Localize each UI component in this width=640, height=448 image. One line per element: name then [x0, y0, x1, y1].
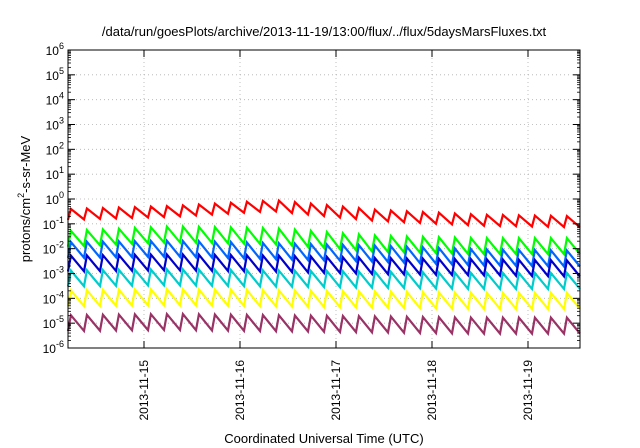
- y-tick-label: 101: [46, 165, 64, 182]
- y-axis-label-superscript: 2: [16, 193, 26, 198]
- series-line-4: [66, 251, 581, 279]
- y-tick-exponent: 1: [59, 165, 64, 175]
- y-tick-label: 10-2: [43, 240, 64, 257]
- y-tick-exponent: -4: [56, 289, 64, 299]
- y-tick-base: 10: [43, 317, 57, 331]
- x-axis-ticks: 2013-11-15 2013-11-16 2013-11-17 2013-11-18…: [137, 50, 535, 421]
- y-tick-base: 10: [46, 94, 60, 108]
- y-tick-exponent: 0: [59, 190, 64, 200]
- y-tick-base: 10: [43, 342, 57, 356]
- y-tick-base: 10: [43, 292, 57, 306]
- y-tick-label: 10-4: [43, 289, 64, 306]
- y-tick-base: 10: [46, 143, 60, 157]
- y-tick-base: 10: [46, 168, 60, 182]
- y-tick-exponent: 5: [59, 66, 64, 76]
- y-axis-label-units: -s-sr-MeV: [18, 135, 33, 192]
- y-tick-label: 10-3: [43, 265, 64, 282]
- y-axis-label: protons/cm2-s-sr-MeV: [16, 135, 33, 262]
- y-tick-base: 10: [46, 44, 60, 58]
- x-tick-label: 2013-11-16: [233, 360, 247, 421]
- y-tick-label: 100: [46, 190, 64, 207]
- y-tick-label: 102: [46, 140, 64, 157]
- y-tick-base: 10: [43, 218, 57, 232]
- y-tick-label: 104: [46, 91, 64, 108]
- series-lines: [66, 198, 581, 337]
- y-axis-label-base: protons/cm: [18, 198, 33, 262]
- x-tick-label: 2013-11-17: [329, 360, 343, 421]
- y-axis-ticks: 10-610-510-410-310-210-11001011021031041…: [43, 41, 580, 356]
- y-tick-exponent: 3: [59, 116, 64, 126]
- y-tick-label: 106: [46, 41, 64, 58]
- x-tick-label: 2013-11-15: [137, 360, 151, 421]
- series-line-3: [66, 238, 581, 269]
- y-tick-base: 10: [46, 119, 60, 133]
- series-line-7: [66, 311, 581, 337]
- y-tick-base: 10: [46, 193, 60, 207]
- y-tick-exponent: -1: [56, 215, 64, 225]
- x-tick-label: 2013-11-19: [521, 360, 535, 421]
- y-tick-exponent: -6: [56, 339, 64, 349]
- y-tick-base: 10: [43, 268, 57, 282]
- series-line-2: [66, 223, 581, 257]
- y-tick-exponent: -2: [56, 240, 64, 250]
- series-line-5: [66, 266, 581, 292]
- chart-title: /data/run/goesPlots/archive/2013-11-19/1…: [102, 24, 547, 39]
- x-axis-label: Coordinated Universal Time (UTC): [224, 431, 423, 446]
- series-line-1: [66, 198, 581, 229]
- y-tick-exponent: -5: [56, 314, 64, 324]
- y-tick-base: 10: [43, 243, 57, 257]
- y-tick-label: 10-5: [43, 314, 64, 331]
- y-tick-label: 105: [46, 66, 64, 83]
- y-tick-base: 10: [46, 69, 60, 83]
- x-tick-label: 2013-11-18: [425, 360, 439, 421]
- y-tick-label: 103: [46, 116, 64, 133]
- y-tick-label: 10-1: [43, 215, 64, 232]
- series-line-6: [66, 286, 581, 312]
- y-tick-exponent: 2: [59, 140, 64, 150]
- y-tick-exponent: 4: [59, 91, 64, 101]
- y-tick-exponent: 6: [59, 41, 64, 51]
- y-tick-label: 10-6: [43, 339, 64, 356]
- y-tick-exponent: -3: [56, 265, 64, 275]
